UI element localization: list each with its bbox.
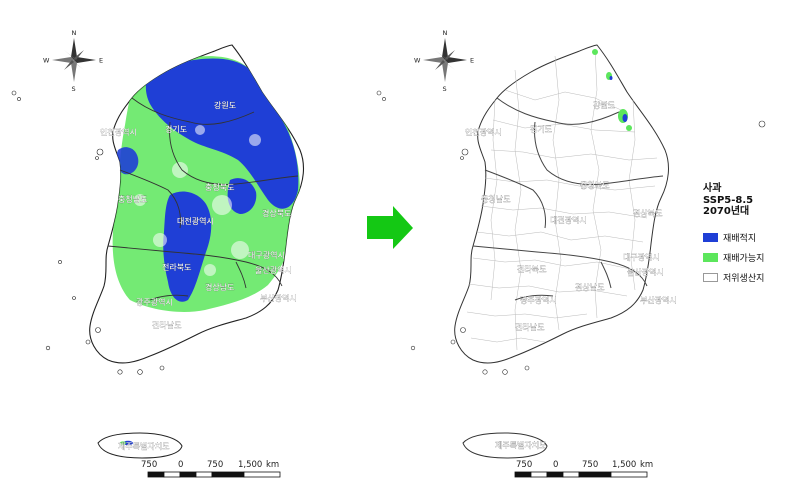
right-label-gyeongbuk: 경상북도: [633, 208, 662, 218]
left-label-jeonbuk: 전라북도: [162, 262, 191, 272]
right-region-labels: 인천광역시 경기도 강원도 충청북도 충청남도 대전광역시 경상북도 전라북도 …: [465, 100, 677, 450]
right-label-gangwon: 강원도: [593, 100, 615, 110]
legend-item-low-production: 저위생산지: [703, 272, 764, 284]
svg-text:750: 750: [582, 460, 598, 470]
right-municipal-boundaries: [466, 49, 658, 351]
left-label-jeonnam: 전라남도: [152, 320, 181, 330]
left-label-chungnam: 충청남도: [118, 195, 147, 204]
right-province-boundaries: [472, 97, 664, 301]
right-label-busan: 부산광역시: [640, 295, 677, 305]
legend-item-possible: 재배가능지: [703, 252, 764, 264]
left-label-daejeon: 대전광역시: [177, 216, 214, 226]
svg-text:S: S: [72, 85, 76, 93]
legend: 사과 SSP5-8.5 2070년대 재배적지 재배가능지 저위생산지: [703, 183, 764, 292]
right-label-gyeonggi: 경기도: [530, 124, 552, 134]
left-label-gwangju: 광주광역시: [136, 297, 173, 307]
left-jeju-suitable-patch: [123, 440, 133, 446]
left-label-busan: 부산광역시: [260, 293, 297, 303]
left-region-labels: 인천광역시 경기도 강원도 충청북도 충청남도 대전광역시 경상북도 전라북도 …: [100, 100, 297, 451]
right-suitability-patches: [592, 49, 632, 131]
svg-text:1,500: 1,500: [238, 460, 262, 470]
right-label-jeju: 제주특별자치도: [495, 440, 547, 450]
svg-text:0: 0: [553, 460, 558, 470]
left-label-gyeongbuk: 경상북도: [262, 208, 291, 218]
svg-text:750: 750: [516, 460, 532, 470]
svg-text:750: 750: [141, 460, 157, 470]
svg-text:E: E: [470, 57, 474, 65]
right-compass-rose-icon: N S W E: [414, 29, 474, 93]
right-label-jeonnam: 전라남도: [515, 322, 544, 332]
svg-text:0: 0: [178, 460, 183, 470]
left-map: 인천광역시 경기도 강원도 충청북도 충청남도 대전광역시 경상북도 전라북도 …: [11, 29, 305, 478]
left-province-boundaries: [107, 97, 299, 301]
left-label-jeju: 제주특별자치도: [118, 441, 170, 451]
right-label-chungnam: 충청남도: [481, 195, 510, 204]
left-label-gangwon: 강원도: [214, 100, 236, 110]
legend-item-suitable: 재배적지: [703, 232, 764, 244]
right-scalebar: 750 0 750 1,500 km: [514, 460, 653, 478]
right-label-daejeon: 대전광역시: [550, 215, 587, 225]
right-label-gyeongnam: 경상남도: [575, 282, 604, 292]
legend-swatch-low-production: [703, 273, 718, 282]
left-label-incheon: 인천광역시: [100, 127, 137, 137]
svg-text:S: S: [443, 85, 447, 93]
right-label-chungbuk: 충청북도: [580, 181, 609, 190]
left-label-gyeongnam: 경상남도: [205, 282, 234, 292]
left-label-chungbuk: 충청북도: [205, 183, 234, 192]
svg-text:E: E: [99, 57, 103, 65]
right-label-jeonbuk: 전라북도: [517, 264, 546, 274]
transition-arrow-icon: [367, 206, 413, 249]
svg-text:750: 750: [207, 460, 223, 470]
svg-text:km: km: [640, 460, 653, 470]
left-label-daegu: 대구광역시: [248, 250, 285, 260]
right-label-gwangju: 광주광역시: [520, 295, 557, 305]
svg-text:km: km: [266, 460, 279, 470]
left-label-ulsan: 울산광역시: [255, 265, 292, 275]
left-compass-rose-icon: N S W E: [43, 29, 103, 93]
svg-text:1,500: 1,500: [612, 460, 636, 470]
legend-swatch-suitable: [703, 233, 718, 242]
right-label-incheon: 인천광역시: [465, 127, 502, 137]
right-label-daegu: 대구광역시: [623, 252, 660, 262]
legend-swatch-possible: [703, 253, 718, 262]
legend-title: 사과 SSP5-8.5 2070년대: [703, 183, 754, 217]
svg-text:W: W: [43, 57, 50, 65]
left-suitability-raster: [112, 56, 300, 312]
right-islands: [376, 90, 766, 375]
left-scalebar: 750 0 750 1,500 km: [141, 460, 281, 478]
left-label-gyeonggi: 경기도: [165, 124, 187, 134]
svg-text:N: N: [72, 29, 77, 37]
svg-text:W: W: [414, 57, 421, 65]
left-islands: [11, 90, 165, 375]
right-label-ulsan: 울산광역시: [627, 267, 664, 277]
svg-text:N: N: [443, 29, 448, 37]
right-map: 인천광역시 경기도 강원도 충청북도 충청남도 대전광역시 경상북도 전라북도 …: [376, 29, 766, 478]
